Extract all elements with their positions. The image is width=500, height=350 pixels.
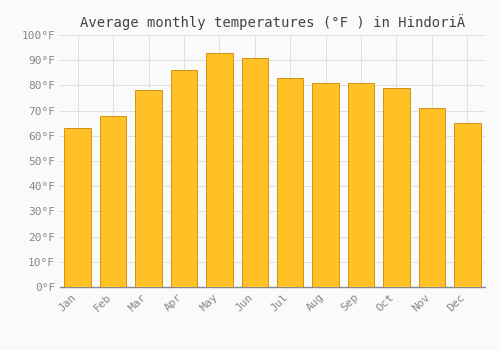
Bar xyxy=(383,88,409,287)
Bar xyxy=(64,128,91,287)
Bar xyxy=(348,83,374,287)
Bar xyxy=(206,52,233,287)
Bar xyxy=(242,58,268,287)
Bar xyxy=(170,70,197,287)
Bar xyxy=(312,83,339,287)
Bar xyxy=(418,108,445,287)
Bar xyxy=(454,123,480,287)
Bar xyxy=(136,90,162,287)
Title: Average monthly temperatures (°F ) in HindoriÄ: Average monthly temperatures (°F ) in Hi… xyxy=(80,14,465,30)
Bar xyxy=(277,78,303,287)
Bar xyxy=(100,116,126,287)
